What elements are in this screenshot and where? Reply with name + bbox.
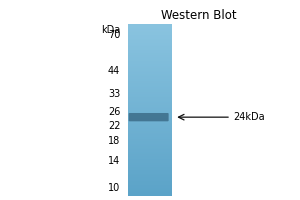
Text: kDa: kDa — [101, 25, 120, 35]
Text: 14: 14 — [108, 156, 120, 166]
Text: 44: 44 — [108, 66, 120, 76]
Text: 33: 33 — [108, 89, 120, 99]
Text: 24kDa: 24kDa — [234, 112, 265, 122]
Text: 22: 22 — [108, 121, 120, 131]
Text: 10: 10 — [108, 183, 120, 193]
Text: 26: 26 — [108, 107, 120, 117]
Text: Western Blot: Western Blot — [161, 9, 236, 22]
Text: 18: 18 — [108, 136, 120, 146]
FancyBboxPatch shape — [129, 113, 169, 121]
Text: 70: 70 — [108, 30, 120, 40]
